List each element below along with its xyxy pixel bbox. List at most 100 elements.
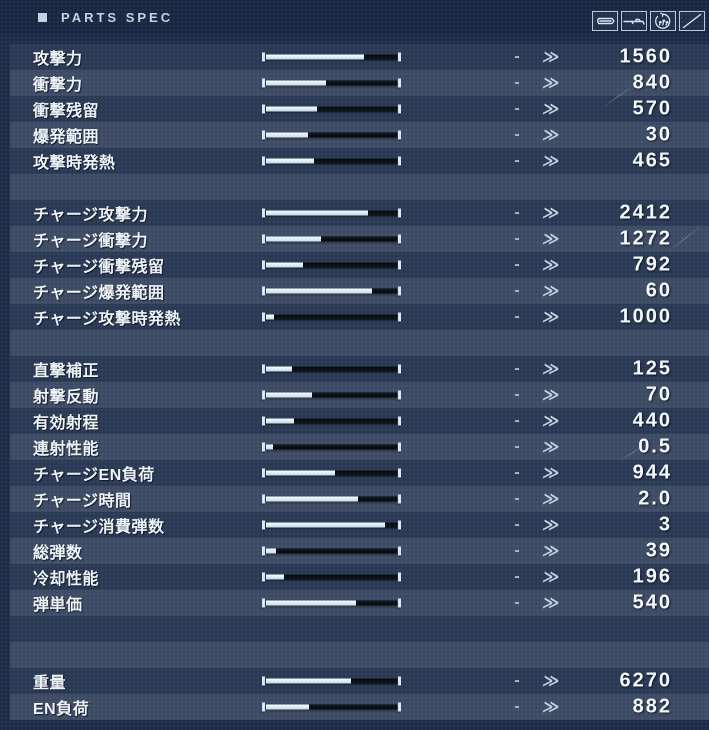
stat-bar-track	[266, 54, 397, 60]
chevron-right-icon: ≫	[541, 257, 561, 274]
chevron-right-icon: ≫	[541, 153, 561, 170]
chevron-right-icon: ≫	[541, 673, 561, 690]
stat-bar-track	[266, 418, 397, 424]
dash-separator: -	[514, 152, 520, 169]
stat-bar	[262, 546, 401, 556]
chevron-right-icon: ≫	[541, 595, 561, 612]
stat-label: 冷却性能	[33, 571, 100, 588]
stat-bar-fill	[266, 54, 365, 60]
stat-bar-fill	[266, 496, 358, 502]
dash-separator: -	[514, 256, 520, 273]
stat-label: チャージ爆発範囲	[33, 285, 165, 302]
chevron-right-icon: ≫	[541, 439, 561, 456]
bar-left-cap	[262, 390, 265, 400]
chevron-right-icon: ≫	[541, 465, 561, 482]
stat-bar-track	[266, 392, 397, 398]
stat-label: 弾単価	[33, 597, 83, 614]
stat-bar-fill	[266, 522, 386, 528]
chevron-right-icon: ≫	[541, 413, 561, 430]
spec-row: 攻撃力 - ≫ 1560	[10, 44, 709, 70]
dash-separator: -	[514, 594, 520, 611]
spec-row: 衝撃力 - ≫ 840	[10, 70, 709, 96]
bar-left-cap	[262, 572, 265, 582]
bar-right-cap	[398, 260, 401, 270]
spec-row: 弾単価 - ≫ 540	[10, 590, 709, 616]
stat-value: 30	[645, 123, 672, 146]
bar-right-cap	[398, 234, 401, 244]
stat-bar	[262, 208, 401, 218]
bar-left-cap	[262, 598, 265, 608]
stat-bar-fill	[266, 158, 315, 164]
stat-bar-fill	[266, 548, 277, 554]
stat-label: 直撃補正	[33, 363, 100, 380]
dash-separator: -	[514, 74, 520, 91]
spec-row: EN負荷 - ≫ 882	[10, 694, 709, 720]
spec-rows: 攻撃力 - ≫ 1560 衝撃力 - ≫ 840 衝撃残留	[10, 44, 709, 720]
stat-bar-track	[266, 288, 397, 294]
bar-right-cap	[398, 468, 401, 478]
stat-bar	[262, 156, 401, 166]
bar-right-cap	[398, 156, 401, 166]
spec-row: 直撃補正 - ≫ 125	[10, 356, 709, 382]
dash-separator: -	[514, 698, 520, 715]
stat-bar-track	[266, 704, 397, 710]
bar-left-cap	[262, 520, 265, 530]
chevron-right-icon: ≫	[541, 517, 561, 534]
bar-left-cap	[262, 156, 265, 166]
spacer-row	[10, 174, 709, 200]
stat-bar-track	[266, 522, 397, 528]
stat-label: 射撃反動	[33, 389, 100, 406]
stat-bar-track	[266, 236, 397, 242]
stat-bar-fill	[266, 366, 293, 372]
spec-row: 爆発範囲 - ≫ 30	[10, 122, 709, 148]
bar-right-cap	[398, 390, 401, 400]
stat-value: 3	[658, 513, 672, 536]
stat-value: 70	[645, 383, 672, 406]
bar-right-cap	[398, 598, 401, 608]
stat-label: EN負荷	[33, 701, 90, 718]
bar-right-cap	[398, 52, 401, 62]
stat-bar-track	[266, 80, 397, 86]
bar-left-cap	[262, 364, 265, 374]
spec-row: 射撃反動 - ≫ 70	[10, 382, 709, 408]
spec-row: チャージ時間 - ≫ 2.0	[10, 486, 709, 512]
chevron-right-icon: ≫	[541, 49, 561, 66]
stat-label: 攻撃時発熱	[33, 155, 116, 172]
stat-bar	[262, 52, 401, 62]
stat-bar	[262, 260, 401, 270]
stat-bar	[262, 286, 401, 296]
stat-label: チャージ攻撃力	[33, 207, 149, 224]
chevron-right-icon: ≫	[541, 101, 561, 118]
chevron-right-icon: ≫	[541, 309, 561, 326]
chevron-right-icon: ≫	[541, 387, 561, 404]
stat-label: チャージEN負荷	[33, 467, 155, 484]
dash-separator: -	[514, 672, 520, 689]
chevron-right-icon: ≫	[541, 75, 561, 92]
stat-bar-fill	[266, 470, 336, 476]
chevron-right-icon: ≫	[541, 283, 561, 300]
stat-value: 540	[632, 591, 672, 614]
stat-value: 2412	[619, 201, 672, 224]
stat-value: 1560	[619, 45, 672, 68]
stat-bar	[262, 104, 401, 114]
spec-row: チャージ衝撃力 - ≫ 1272	[10, 226, 709, 252]
bar-left-cap	[262, 494, 265, 504]
stat-bar-fill	[266, 132, 308, 138]
stat-value: 570	[632, 97, 672, 120]
bar-left-cap	[262, 78, 265, 88]
stat-value: 882	[632, 695, 672, 718]
stat-bar-fill	[266, 418, 294, 424]
stat-bar	[262, 676, 401, 686]
dash-separator: -	[514, 438, 520, 455]
dash-separator: -	[514, 230, 520, 247]
stat-bar-track	[266, 132, 397, 138]
bar-right-cap	[398, 104, 401, 114]
stat-bar	[262, 234, 401, 244]
bar-left-cap	[262, 104, 265, 114]
chevron-right-icon: ≫	[541, 127, 561, 144]
bar-right-cap	[398, 364, 401, 374]
stat-label: 爆発範囲	[33, 129, 100, 146]
stat-bar	[262, 520, 401, 530]
dash-separator: -	[514, 126, 520, 143]
bar-right-cap	[398, 676, 401, 686]
